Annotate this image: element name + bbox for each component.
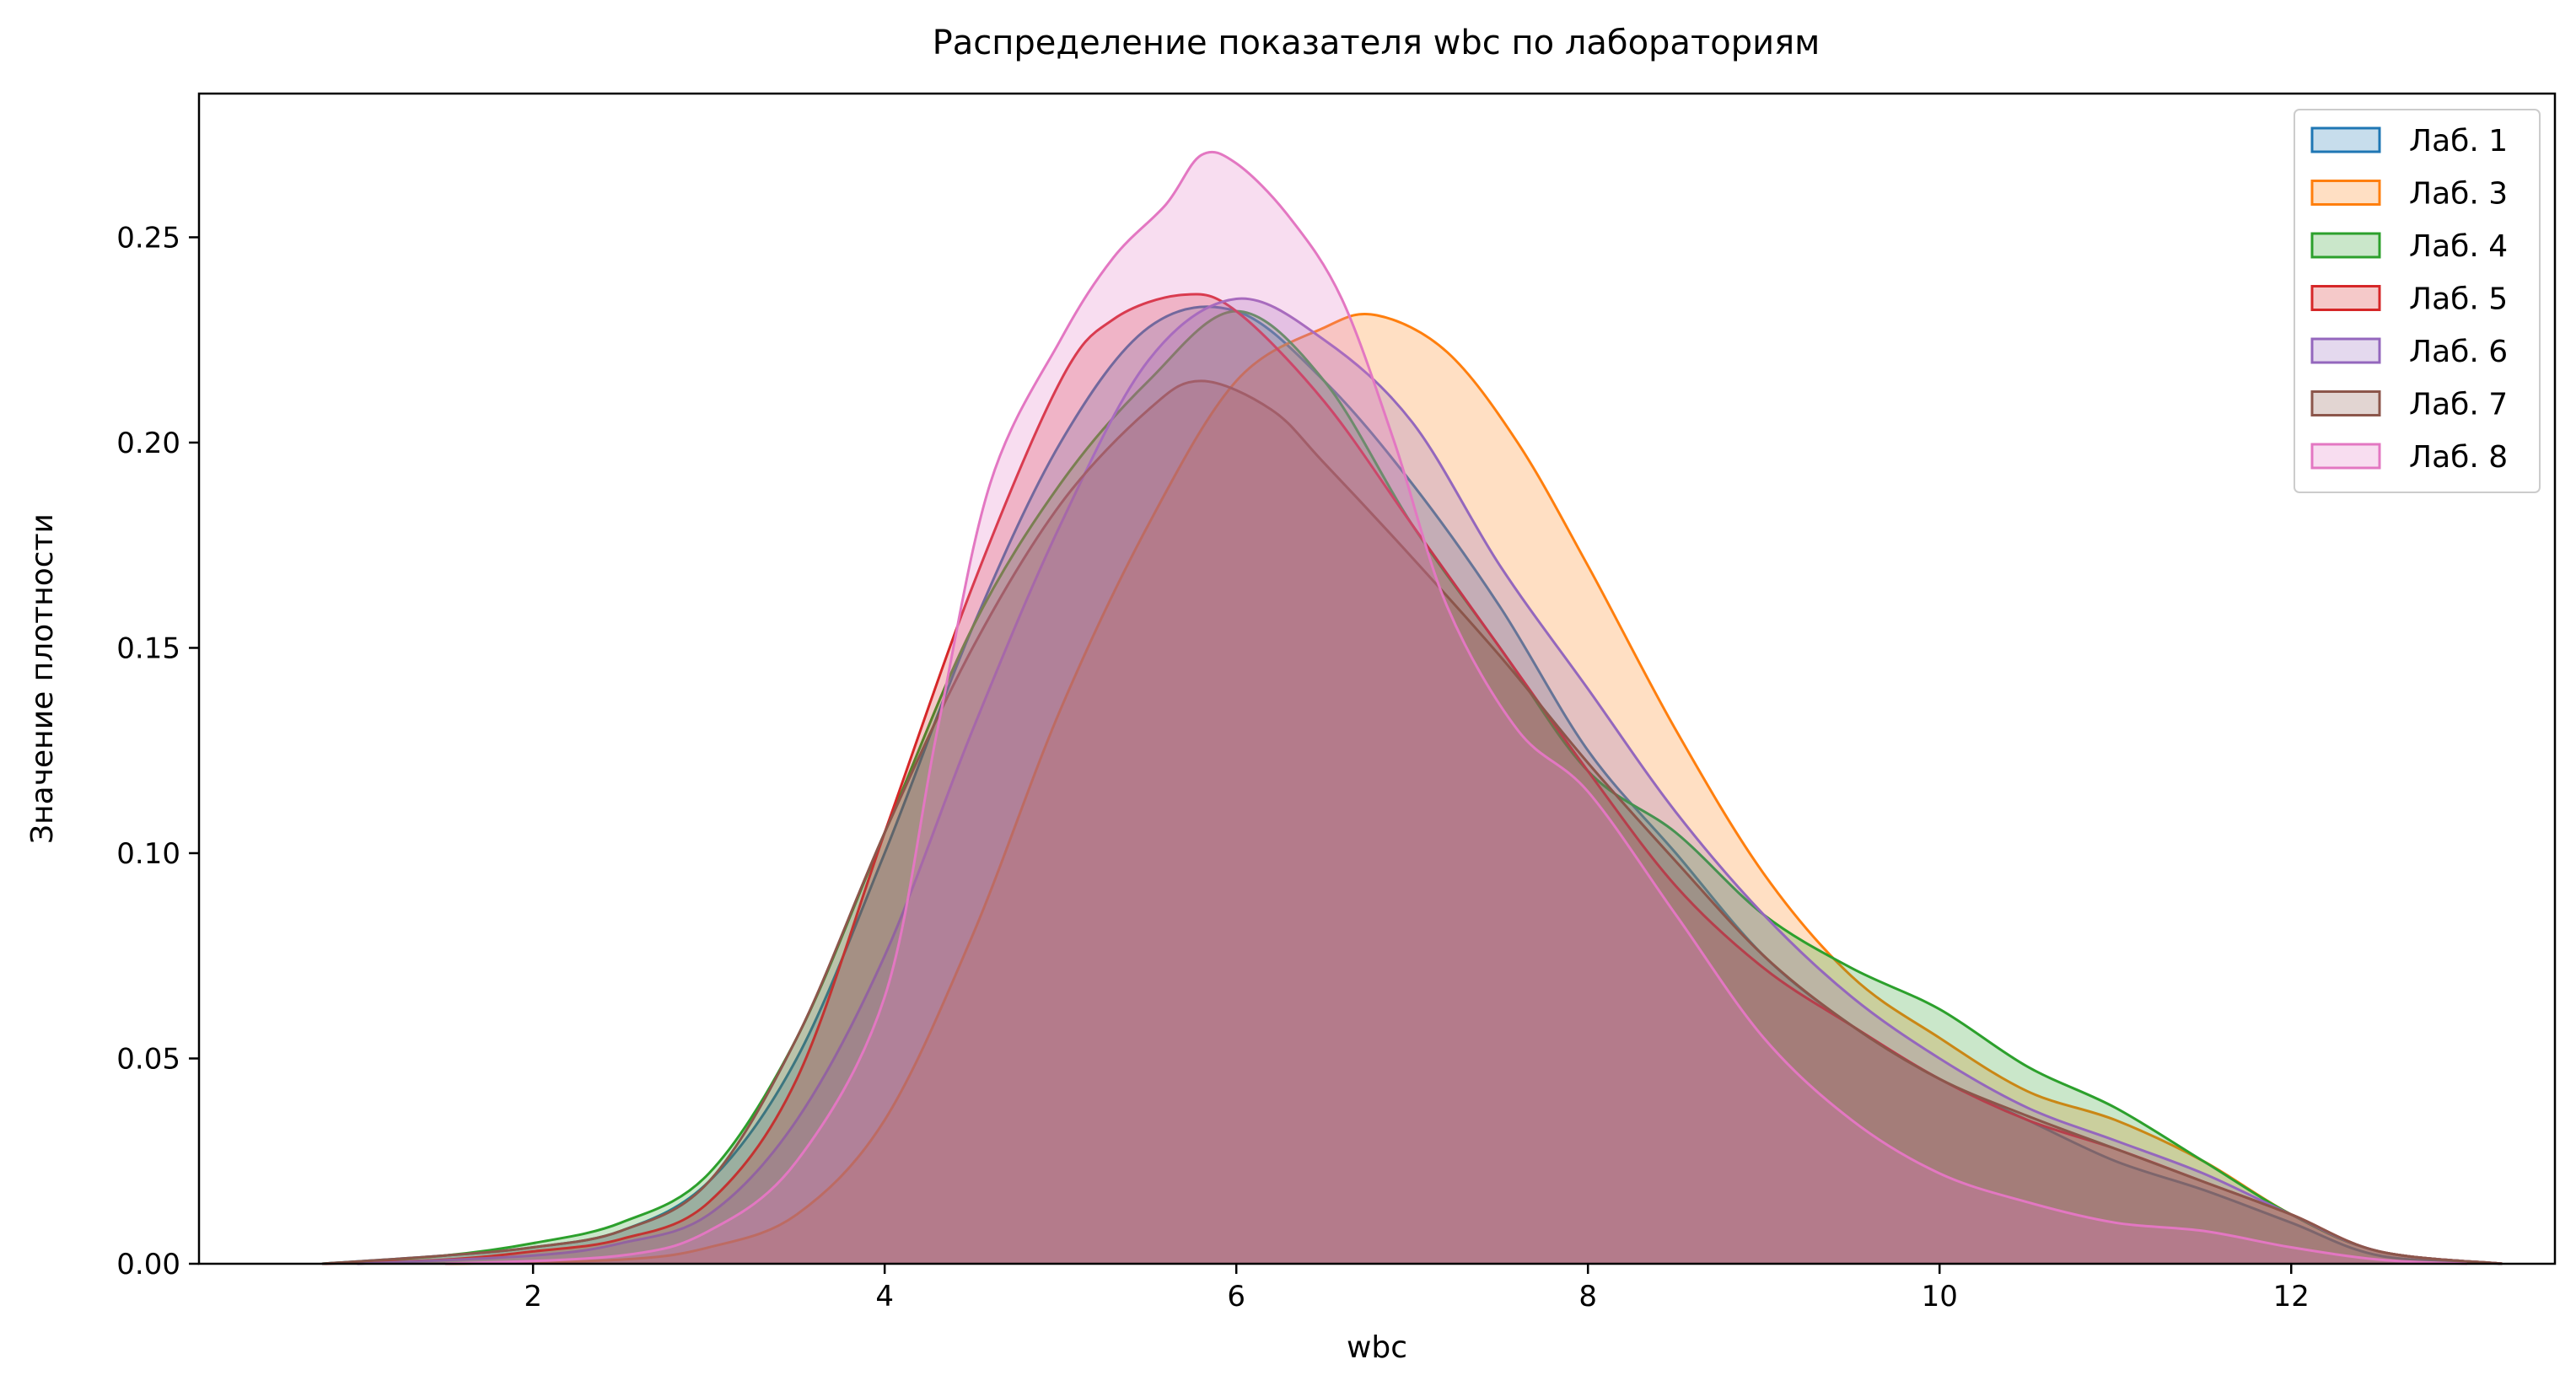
y-tick-label: 0.10	[116, 837, 180, 871]
x-axis-ticks: 2 4 6 8 10 12	[524, 1264, 2310, 1313]
legend-label: Лаб. 6	[2409, 335, 2508, 369]
y-axis-ticks: 0.00 0.05 0.10 0.15 0.20 0.25	[116, 221, 199, 1281]
density-areas	[321, 150, 2503, 1265]
legend-item: Лаб. 4	[2310, 229, 2508, 264]
legend-swatch	[2310, 126, 2381, 153]
series-4-line	[321, 293, 2503, 1265]
series-4-area	[321, 294, 2503, 1264]
x-tick-label: 6	[1227, 1280, 1245, 1313]
series-3-line	[321, 309, 2503, 1265]
legend-swatch	[2310, 337, 2381, 364]
legend-swatch	[2310, 285, 2381, 311]
legend-item: Лаб. 3	[2310, 177, 2508, 212]
legend-item: Лаб. 6	[2310, 335, 2508, 369]
y-tick-label: 0.20	[116, 427, 180, 460]
legend-label: Лаб. 8	[2409, 440, 2508, 475]
y-tick-label: 0.00	[116, 1248, 180, 1281]
legend-label: Лаб. 5	[2409, 282, 2508, 317]
x-tick-label: 8	[1578, 1280, 1597, 1313]
x-tick-label: 12	[2273, 1280, 2310, 1313]
x-tick-label: 2	[524, 1280, 542, 1313]
x-axis-label: wbc	[1347, 1330, 1407, 1365]
series-2-area	[444, 314, 2503, 1264]
series-2-line	[444, 312, 2503, 1265]
series-1-area	[321, 306, 2503, 1265]
series-5-area	[357, 298, 2503, 1264]
legend-item: Лаб. 1	[2310, 124, 2508, 158]
y-tick-label: 0.15	[116, 631, 180, 665]
legend-swatch	[2310, 232, 2381, 259]
y-tick-label: 0.25	[116, 221, 180, 255]
series-3-area	[321, 311, 2503, 1264]
series-7-line	[444, 150, 2467, 1265]
legend-label: Лаб. 1	[2409, 124, 2508, 158]
legend-swatch	[2310, 443, 2381, 470]
legend-item: Лаб. 5	[2310, 282, 2508, 317]
series-5-line	[357, 297, 2503, 1265]
series-6-line	[321, 379, 2503, 1265]
legend-label: Лаб. 3	[2409, 177, 2508, 212]
y-axis-label: Значение плотности	[25, 513, 60, 844]
legend-item: Лаб. 8	[2310, 440, 2508, 475]
legend-label: Лаб. 4	[2409, 229, 2508, 264]
x-tick-label: 10	[1922, 1280, 1958, 1313]
x-tick-label: 4	[875, 1280, 894, 1313]
chart-title: Распределение показателя wbc по лаборато…	[933, 24, 1820, 62]
series-1-line	[321, 305, 2503, 1265]
series-7-area	[444, 152, 2467, 1264]
y-tick-label: 0.05	[116, 1042, 180, 1076]
legend-label: Лаб. 7	[2409, 388, 2508, 422]
legend-swatch	[2310, 180, 2381, 206]
legend-swatch	[2310, 390, 2381, 416]
legend: Лаб. 1 Лаб. 3 Лаб. 4 Лаб. 5 Лаб. 6 Лаб. 7 Лаб.…	[2294, 109, 2541, 493]
legend-item: Лаб. 7	[2310, 388, 2508, 422]
plot-frame	[197, 92, 2557, 1265]
